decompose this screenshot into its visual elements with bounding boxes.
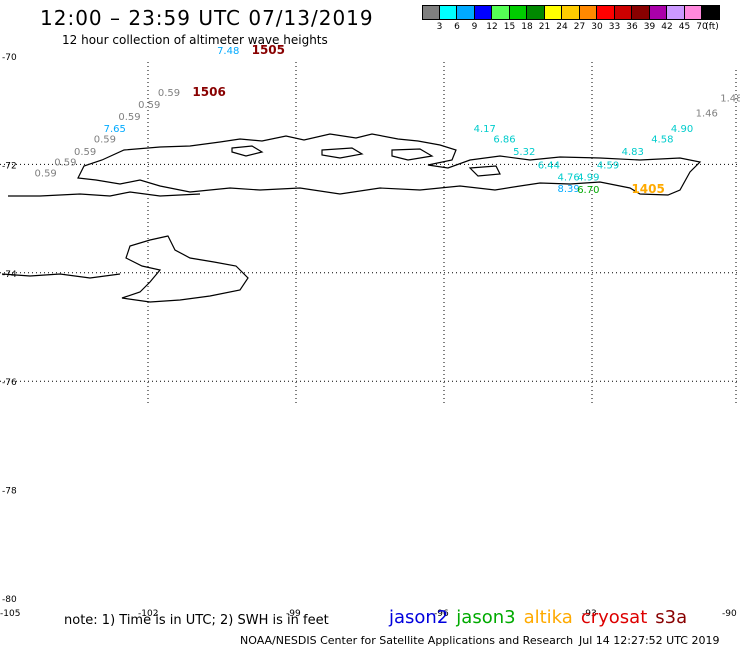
wave-height-label: 0.59	[138, 100, 160, 111]
color-scale-swatches	[422, 5, 720, 20]
scale-swatch	[579, 5, 597, 20]
scale-label: 70	[696, 22, 708, 32]
scale-label: 18	[521, 22, 533, 32]
lat-tick-label: -70	[2, 53, 17, 63]
wave-height-label: 8.39	[557, 184, 579, 195]
scale-swatch	[474, 5, 492, 20]
wave-height-labels: 0.590.590.590.590.590.590.597.6515067.48…	[35, 43, 740, 196]
lon-tick-label: -99	[286, 609, 301, 619]
wave-height-label: 0.59	[94, 135, 116, 146]
scale-swatch	[597, 5, 615, 20]
scale-swatch	[544, 5, 562, 20]
scale-label: 15	[503, 22, 516, 32]
wave-height-label: 0.59	[158, 88, 180, 99]
wave-height-label: 4.83	[622, 147, 644, 158]
lon-tick-label: -96	[434, 609, 449, 619]
scale-swatch	[439, 5, 457, 20]
scale-label: 21	[538, 22, 551, 32]
footer-credit: NOAA/NESDIS Center for Satellite Applica…	[240, 634, 574, 647]
footer-timestamp: Jul 14 12:27:52 UTC 2019	[579, 634, 720, 647]
scale-swatch	[492, 5, 510, 20]
scale-swatch	[649, 5, 667, 20]
satellite-name-cryosat: cryosat	[580, 607, 648, 628]
scale-label: 3	[436, 22, 443, 32]
wave-height-label: 0.59	[74, 147, 96, 158]
satellite-name-s3a: s3a	[655, 607, 688, 628]
wave-height-label: 1405	[631, 182, 664, 196]
wave-height-label: 1506	[192, 85, 225, 99]
wave-height-label: 6.44	[538, 161, 560, 172]
wave-height-label: 7.48	[217, 46, 239, 57]
scale-swatch	[527, 5, 545, 20]
lon-tick-label: -93	[582, 609, 597, 619]
coastline-island-4	[468, 165, 501, 177]
scale-label: 12	[486, 22, 498, 32]
lat-tick-label: -72	[2, 161, 17, 171]
scale-swatch	[457, 5, 475, 20]
satellite-name-jason3: jason3	[456, 607, 516, 628]
scale-label: 6	[454, 22, 460, 32]
wave-height-label: 4.59	[597, 161, 619, 172]
scale-swatch	[422, 5, 440, 20]
scale-label: 36	[626, 22, 638, 32]
wave-height-label: 1505	[252, 43, 285, 57]
scale-swatch	[509, 5, 527, 20]
satellite-name-jason2: jason2	[389, 607, 449, 628]
wave-height-label: 4.58	[651, 135, 673, 146]
wave-height-label: 7.65	[104, 124, 126, 135]
scale-label: 9	[471, 22, 478, 32]
satellite-legend: jason2 jason3 altika cryosat s3a	[389, 607, 695, 628]
wave-height-label: 6.70	[577, 185, 599, 196]
scale-swatch	[562, 5, 580, 20]
wave-height-label: 5.32	[513, 147, 535, 158]
lon-tick-label: -105	[0, 609, 20, 619]
scale-swatch	[632, 5, 650, 20]
scale-label: 27	[573, 22, 586, 32]
lon-tick-label: -90	[722, 609, 737, 619]
satellite-name-altika: altika	[523, 607, 573, 628]
coastline	[1, 133, 702, 303]
wave-height-label: 6.86	[493, 135, 515, 146]
scale-swatch	[684, 5, 702, 20]
coastline-island-1	[231, 145, 264, 157]
scale-label: 39	[643, 22, 656, 32]
scale-unit-label: (ft)	[705, 22, 719, 32]
scale-swatch	[702, 5, 720, 20]
wave-height-label: 4.76	[557, 173, 579, 184]
color-scale-labels: 3 6 9 12 15 18 21 24 27 30 33 36 39 42 45 70 (ft)	[422, 20, 720, 32]
wave-height-label: 4.17	[474, 124, 496, 135]
wave-height-label: 1.46	[696, 109, 718, 120]
page-subtitle: 12 hour collection of altimeter wave hei…	[62, 33, 328, 47]
lat-tick-label: -78	[2, 487, 17, 497]
coastline-island-2	[321, 147, 364, 159]
wave-height-label: 0.59	[118, 112, 140, 123]
scale-label: 24	[556, 22, 568, 32]
lat-tick-label: -76	[2, 378, 17, 388]
coastline-island-3	[391, 148, 434, 161]
scale-label: 42	[661, 22, 673, 32]
scale-swatch	[614, 5, 632, 20]
wave-height-label: 0.59	[35, 168, 57, 179]
scale-label: 30	[591, 22, 603, 32]
scale-label: 45	[678, 22, 691, 32]
page-title: 12:00 – 23:59 UTC 07/13/2019	[40, 6, 374, 30]
wave-height-label: 0.59	[54, 157, 76, 168]
coastline-mainland	[77, 133, 702, 196]
wave-height-label: 4.99	[577, 173, 599, 184]
color-scale-legend: 3 6 9 12 15 18 21 24 27 30 33 36 39 42 45 70 (ft)	[422, 5, 720, 32]
coastline-ice-shelf-edge	[8, 191, 201, 197]
note-text: note: 1) Time is in UTC; 2) SWH is in fe…	[64, 613, 329, 628]
wave-height-label: 4.90	[671, 124, 693, 135]
scale-swatch	[667, 5, 685, 20]
lon-tick-label: -102	[138, 609, 158, 619]
lat-tick-label: -80	[2, 595, 17, 605]
coastline-peninsula	[121, 235, 249, 303]
coastline-ice-edge-south	[1, 273, 121, 279]
scale-label: 33	[608, 22, 621, 32]
wave-height-label: 1.48	[720, 94, 740, 105]
